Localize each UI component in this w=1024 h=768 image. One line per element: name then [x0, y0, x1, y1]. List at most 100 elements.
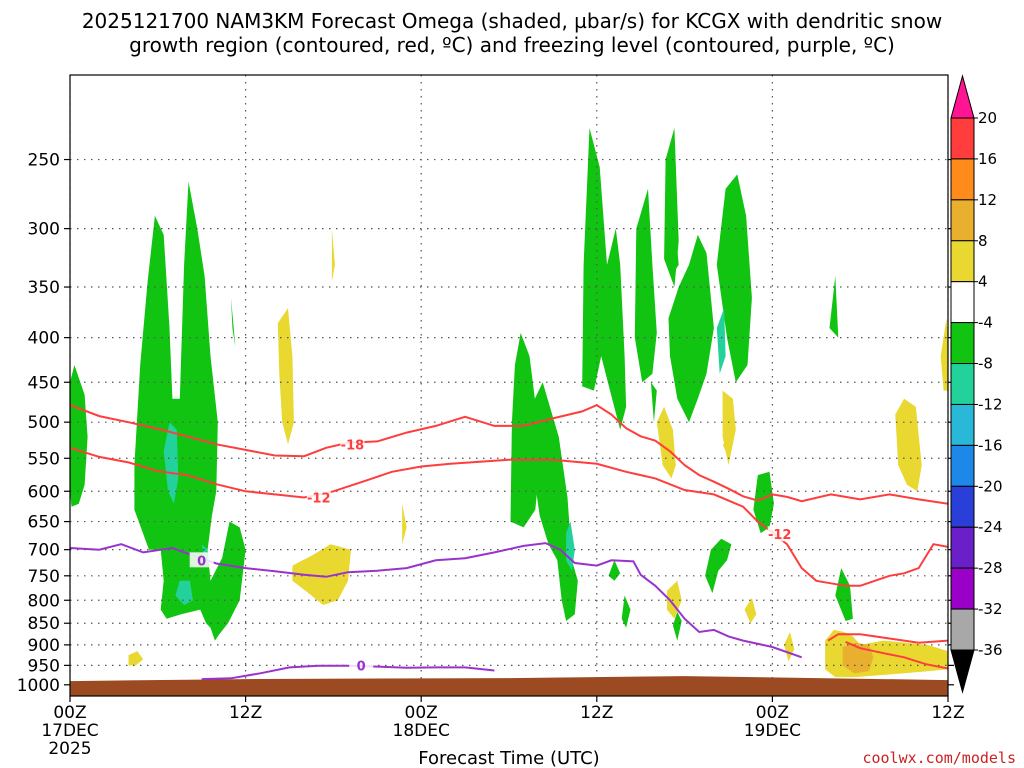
- omega-shading-layer: [70, 128, 948, 678]
- freezing-label-0: 0: [197, 554, 206, 569]
- y-tick-label-300: 300: [28, 220, 60, 240]
- colorbar-swatch-5: [950, 322, 975, 365]
- colorbar-swatch-0: [950, 117, 975, 160]
- freezing-label-1: 0: [357, 659, 366, 674]
- colorbar-swatch-12: [950, 608, 975, 651]
- freezing-level-contours: 00: [70, 542, 803, 681]
- colorbar-cap-bottom: [950, 649, 975, 694]
- colorbar-label-9: -20: [978, 477, 1003, 495]
- colorbar-label-13: -36: [978, 641, 1003, 659]
- y-tick-label-800: 800: [28, 591, 60, 611]
- omega-region-2: [231, 297, 236, 347]
- plot-frame: [69, 74, 949, 697]
- colorbar-swatch-1: [950, 158, 975, 201]
- omega-region-10: [705, 538, 732, 594]
- x-tick-label-5: 12Z: [931, 703, 964, 723]
- colorbar: 20 16 12 8 4 -4 -8 -12 -16 -20 -24 -28 -32 -36: [950, 74, 1003, 694]
- dendritic-label-bg-1: [306, 489, 331, 505]
- omega-region-32: [744, 597, 757, 624]
- dendritic-label-0: -18: [341, 438, 365, 453]
- dendritic-line-3: [845, 640, 948, 670]
- omega-region-37: [128, 651, 144, 666]
- colorbar-label-2: 12: [978, 191, 997, 209]
- y-tick-label-550: 550: [28, 449, 60, 469]
- y-tick-label-650: 650: [28, 513, 60, 533]
- omega-region-38: [842, 642, 874, 674]
- omega-region-6: [634, 188, 657, 383]
- omega-region-15: [621, 595, 631, 628]
- dendritic-label-bg-2: [767, 526, 792, 542]
- dendritic-line-1: [70, 446, 948, 587]
- dendritic-line-2: [827, 633, 948, 644]
- colorbar-label-8: -16: [978, 436, 1003, 454]
- y-tick-label-350: 350: [28, 278, 60, 298]
- x-tick-date-4: 19DEC: [744, 721, 801, 741]
- colorbar-label-7: -12: [978, 395, 1003, 413]
- colorbar-label-1: 16: [978, 150, 997, 168]
- omega-region-13: [671, 215, 679, 276]
- colorbar-label-3: 8: [978, 232, 988, 250]
- omega-region-26: [331, 228, 335, 282]
- y-tick-label-500: 500: [28, 413, 60, 433]
- y-tick-label-600: 600: [28, 482, 60, 502]
- y-tick-label-1000: 1000: [17, 676, 60, 696]
- omega-region-5: [582, 128, 627, 430]
- colorbar-swatch-6: [950, 363, 975, 405]
- y-tick-label-450: 450: [28, 373, 60, 393]
- dendritic-label-2: -12: [768, 528, 792, 543]
- omega-region-1: [134, 181, 246, 641]
- dendritic-contours: -18 -12 -12: [70, 403, 948, 670]
- dendritic-label-bg-0: [340, 436, 365, 452]
- y-tick-label-950: 950: [28, 656, 60, 676]
- colorbar-cap-top: [950, 74, 975, 119]
- x-tick-year-0: 2025: [48, 739, 91, 759]
- freezing-line-1: [201, 664, 495, 681]
- colorbar-swatch-2: [950, 199, 975, 242]
- omega-region-14: [672, 611, 682, 641]
- colorbar-label-11: -28: [978, 559, 1003, 577]
- x-tick-label-0: 00Z: [53, 703, 86, 723]
- colorbar-swatch-4: [950, 281, 975, 324]
- x-tick-date-0: 17DEC: [41, 721, 98, 741]
- omega-region-12: [835, 568, 853, 621]
- colorbar-label-6: -8: [978, 355, 993, 373]
- colorbar-swatch-3: [950, 240, 975, 283]
- omega-region-24: [277, 308, 294, 445]
- colorbar-label-5: -4: [978, 314, 993, 332]
- chart-title-line2: growth region (contoured, red, ºC) and f…: [129, 33, 895, 57]
- credit-text[interactable]: coolwx.com/models: [862, 749, 1016, 767]
- omega-region-3: [510, 332, 539, 528]
- colorbar-label-10: -24: [978, 518, 1003, 536]
- colorbar-swatch-9: [950, 485, 975, 528]
- omega-region-17: [829, 276, 839, 338]
- dendritic-label-1: -12: [307, 492, 331, 507]
- y-tick-label-850: 850: [28, 614, 60, 634]
- omega-region-28: [656, 406, 676, 479]
- dendritic-line-0: [70, 403, 948, 505]
- freezing-label-bg-0: [189, 552, 214, 568]
- y-tick-label-700: 700: [28, 541, 60, 561]
- freezing-label-bg-1: [349, 657, 374, 673]
- ground-terrain: [70, 676, 948, 696]
- y-tick-label-750: 750: [28, 567, 60, 587]
- x-tick-label-2: 00Z: [405, 703, 438, 723]
- omega-region-25: [292, 544, 351, 605]
- y-tick-label-900: 900: [28, 636, 60, 656]
- x-tick-label-3: 12Z: [580, 703, 613, 723]
- omega-region-19: [163, 422, 179, 504]
- colorbar-swatch-7: [950, 403, 975, 446]
- omega-region-18: [650, 382, 657, 423]
- x-tick-label-4: 00Z: [756, 703, 789, 723]
- y-tick-label-400: 400: [28, 329, 60, 349]
- omega-region-0: [70, 365, 88, 507]
- omega-region-20: [175, 580, 193, 605]
- ground-layer: [70, 676, 948, 696]
- colorbar-swatch-8: [950, 444, 975, 487]
- y-axis: 2503003504004505005506006507007508008509…: [17, 151, 954, 696]
- omega-region-11: [753, 471, 774, 534]
- plot-area: -18-12-12 00: [70, 75, 948, 696]
- colorbar-swatch-10: [950, 526, 975, 569]
- colorbar-label-4: 4: [978, 273, 988, 291]
